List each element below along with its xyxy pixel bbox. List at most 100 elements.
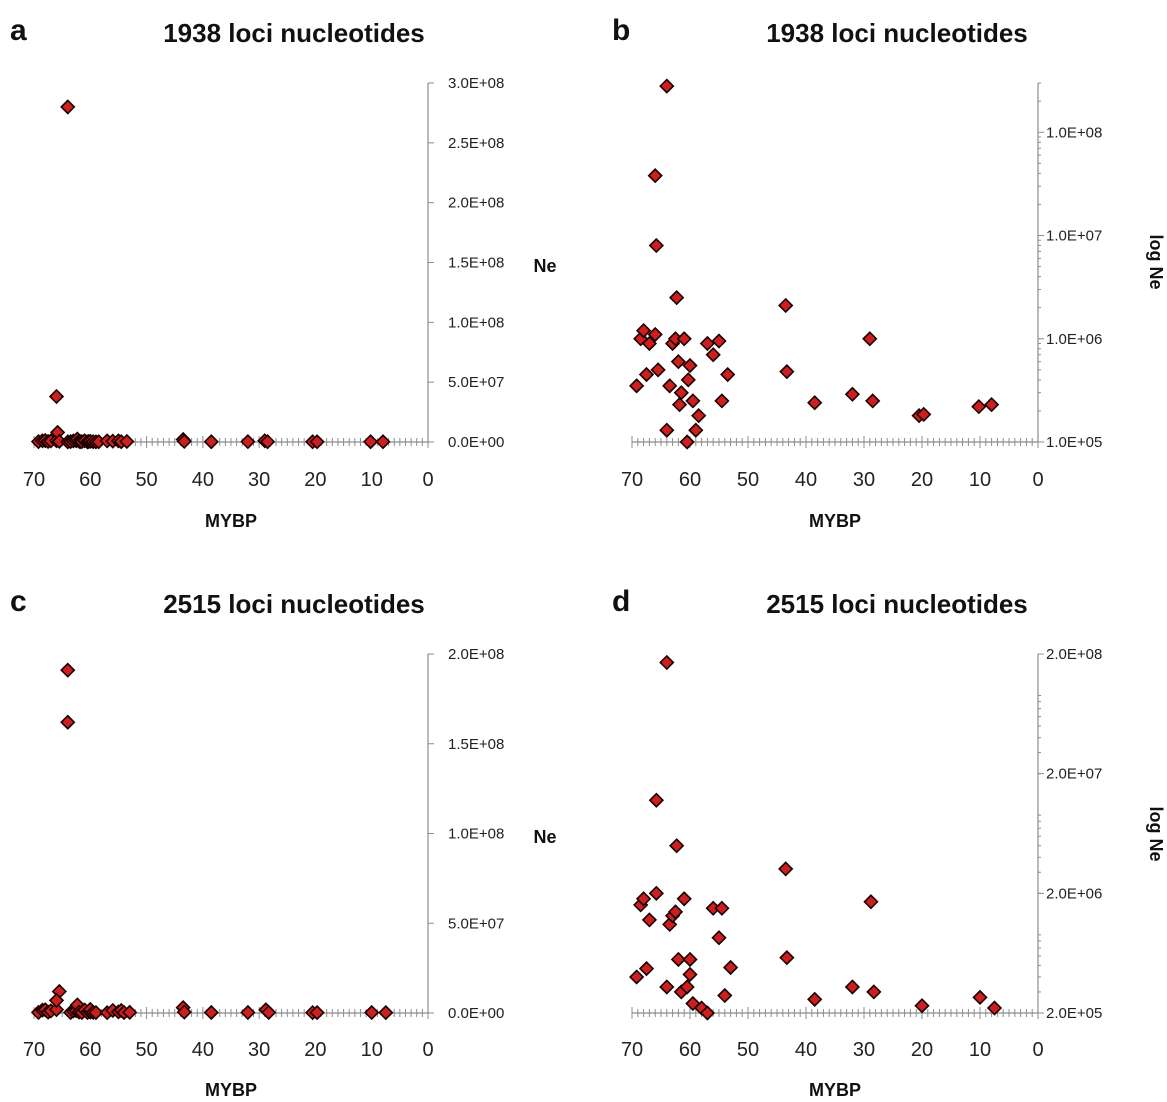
data-point-diamond (122, 1004, 138, 1020)
data-point-diamond (916, 406, 932, 423)
data-point-diamond (714, 900, 730, 916)
data-point-diamond (88, 1004, 104, 1021)
data-point-diamond (680, 372, 696, 388)
x-tick-label: 40 (795, 1039, 817, 1061)
data-point-diamond (807, 395, 823, 411)
data-point-diamond (778, 297, 794, 314)
data-point-diamond (659, 78, 675, 94)
panel-a: a 1938 loci nucleotides 70 60 50 40 30 20 10 0 MYB… (10, 14, 557, 531)
data-point-diamond (844, 386, 861, 402)
data-point-diamond (682, 951, 698, 968)
data-point-diamond (647, 326, 663, 343)
data-point-diamond (679, 979, 695, 995)
y-tick-label: 2.0E+05 (1046, 1005, 1102, 1022)
data-point-diamond (364, 1004, 380, 1021)
chart-title: 1938 loci nucleotides (163, 18, 425, 48)
data-point-diamond (673, 385, 689, 401)
data-point-diamond (203, 434, 219, 450)
chart-title: 2515 loci nucleotides (163, 589, 425, 619)
data-point-diamond (60, 714, 76, 730)
data-point-diamond (705, 347, 721, 363)
x-tick-label: 40 (192, 469, 214, 491)
data-point-diamond (983, 397, 1000, 413)
x-tick-label: 60 (79, 1039, 101, 1061)
data-point-diamond (844, 979, 861, 995)
data-point-diamond (309, 1004, 325, 1021)
data-point-diamond (635, 322, 652, 339)
data-points (30, 99, 391, 450)
y-tick-label: 1.0E+08 (448, 826, 504, 843)
data-point-diamond (691, 408, 707, 424)
data-point-diamond (714, 393, 730, 409)
data-point-diamond (60, 662, 76, 678)
panel-letter: b (612, 14, 630, 47)
y-tick-label: 1.0E+08 (1046, 124, 1102, 141)
y-axis-title: Ne (533, 256, 556, 276)
chart-title: 2515 loci nucleotides (766, 589, 1028, 619)
data-point-diamond (971, 399, 987, 415)
data-point-diamond (866, 984, 882, 1000)
data-point-diamond (671, 397, 688, 413)
data-point-diamond (261, 1004, 277, 1021)
data-point-diamond (667, 904, 684, 920)
data-point-diamond (650, 362, 666, 378)
data-point-diamond (662, 378, 678, 394)
data-point-diamond (240, 1004, 256, 1021)
panel-letter: c (10, 585, 27, 618)
data-point-diamond (986, 1000, 1003, 1016)
data-points (629, 78, 1000, 450)
data-point-diamond (865, 393, 881, 409)
y-tick-label: 5.0E+07 (448, 915, 504, 932)
x-tick-label: 0 (422, 1039, 433, 1061)
x-axis-title: MYBP (205, 511, 257, 531)
data-point-diamond (669, 838, 685, 854)
data-point-diamond (699, 1005, 716, 1021)
data-point-diamond (720, 366, 736, 383)
data-point-diamond (629, 969, 645, 985)
x-tick-label: 30 (248, 1039, 270, 1061)
data-point-diamond (779, 364, 795, 380)
data-point-diamond (722, 959, 739, 976)
x-axis-title: MYBP (809, 511, 861, 531)
panel-letter: a (10, 14, 27, 47)
y-tick-label: 1.0E+07 (1046, 228, 1102, 245)
data-point-diamond (648, 792, 664, 808)
y-axis-title: log Ne (1146, 806, 1166, 861)
y-tick-label: 1.5E+08 (448, 736, 504, 753)
data-point-diamond (659, 979, 675, 995)
x-tick-label: 70 (621, 1039, 643, 1061)
x-tick-label: 10 (969, 469, 991, 491)
data-point-diamond (641, 335, 658, 352)
data-point-diamond (638, 960, 655, 977)
x-tick-label: 20 (304, 469, 326, 491)
data-point-diamond (711, 333, 727, 349)
x-tick-label: 50 (737, 469, 759, 491)
data-points (30, 662, 394, 1021)
x-tick-label: 20 (911, 469, 933, 491)
x-tick-label: 30 (248, 469, 270, 491)
chart-title: 1938 loci nucleotides (766, 18, 1028, 48)
data-point-diamond (807, 991, 823, 1007)
x-tick-label: 10 (361, 469, 383, 491)
x-tick-label: 10 (969, 1039, 991, 1061)
x-tick-label: 0 (1032, 469, 1043, 491)
data-point-diamond (48, 1001, 65, 1018)
x-tick-label: 10 (361, 1039, 383, 1061)
x-tick-label: 40 (795, 469, 817, 491)
data-point-diamond (176, 1004, 192, 1020)
x-tick-label: 70 (23, 469, 45, 491)
y-axis-title: Ne (533, 827, 556, 847)
data-point-diamond (48, 992, 65, 1009)
data-point-diamond (685, 393, 701, 409)
data-point-diamond (779, 950, 795, 966)
data-point-diamond (635, 891, 652, 907)
x-tick-label: 40 (192, 1039, 214, 1061)
data-point-diamond (669, 290, 685, 306)
y-tick-label: 0.0E+00 (448, 434, 504, 451)
data-point-diamond (378, 1004, 394, 1021)
data-point-diamond (641, 912, 658, 928)
data-point-diamond (659, 422, 675, 438)
panel-d: d 2515 loci nucleotides 70 60 50 40 30 20 10 0 MYB… (612, 585, 1166, 1100)
y-tick-label: 2.0E+08 (448, 646, 504, 663)
